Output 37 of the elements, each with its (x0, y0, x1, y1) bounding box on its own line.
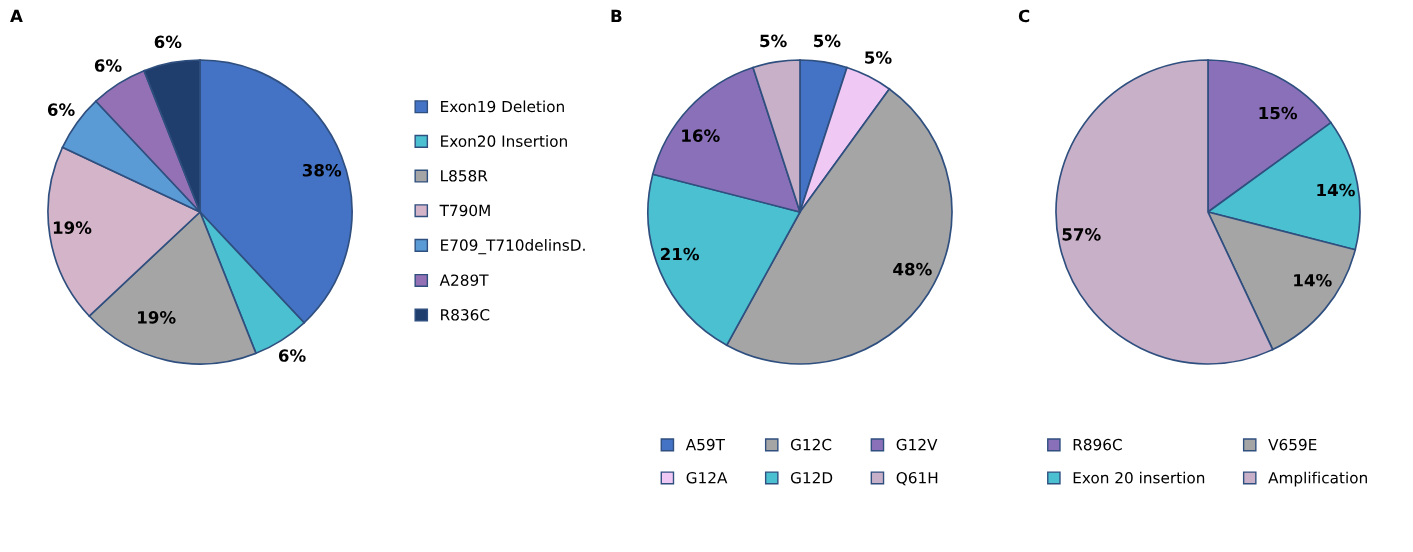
data-label: 48% (893, 262, 932, 276)
legend-label: G12V (896, 438, 938, 451)
legend-label: Exon20 Insertion (441, 135, 567, 147)
data-label: 6% (47, 103, 75, 116)
data-label: 21% (660, 247, 700, 261)
legend-label: R896C (1073, 438, 1122, 451)
data-label: 6% (278, 349, 306, 362)
data-label: 6% (94, 59, 122, 72)
legend-label: E709_T710delinsD. (441, 239, 585, 255)
data-label: 5% (760, 34, 787, 48)
legend-label: Exon 20 insertion (1073, 471, 1205, 484)
chart-title: B (611, 9, 622, 22)
chart-title: C (1018, 9, 1030, 23)
legend-label: L858R (441, 170, 488, 182)
data-label: 5% (865, 51, 892, 64)
legend-label: V659E (1268, 438, 1317, 451)
data-label: 14% (1317, 183, 1355, 197)
data-label: 16% (682, 129, 720, 142)
data-label: 14% (1294, 273, 1332, 287)
data-label: 15% (1259, 106, 1298, 120)
data-label: 6% (154, 35, 182, 49)
legend-label: Exon19 Deletion (441, 100, 564, 113)
legend-label: G12C (790, 438, 832, 451)
legend-label: A289T (439, 274, 489, 286)
data-label: 57% (1062, 228, 1101, 241)
legend-label: R836C (441, 309, 490, 321)
data-label: 5% (814, 34, 841, 48)
legend-label: G12D (790, 471, 833, 484)
chart-title: A (10, 9, 23, 22)
data-label: 19% (53, 221, 92, 234)
legend-label: Amplification (1268, 471, 1367, 487)
legend-label: T790M (439, 204, 490, 217)
data-label: 19% (138, 311, 176, 324)
legend-label: A59T (685, 438, 725, 451)
data-label: 38% (302, 163, 342, 177)
legend-label: Q61H (896, 471, 938, 486)
legend-label: G12A (686, 471, 728, 484)
